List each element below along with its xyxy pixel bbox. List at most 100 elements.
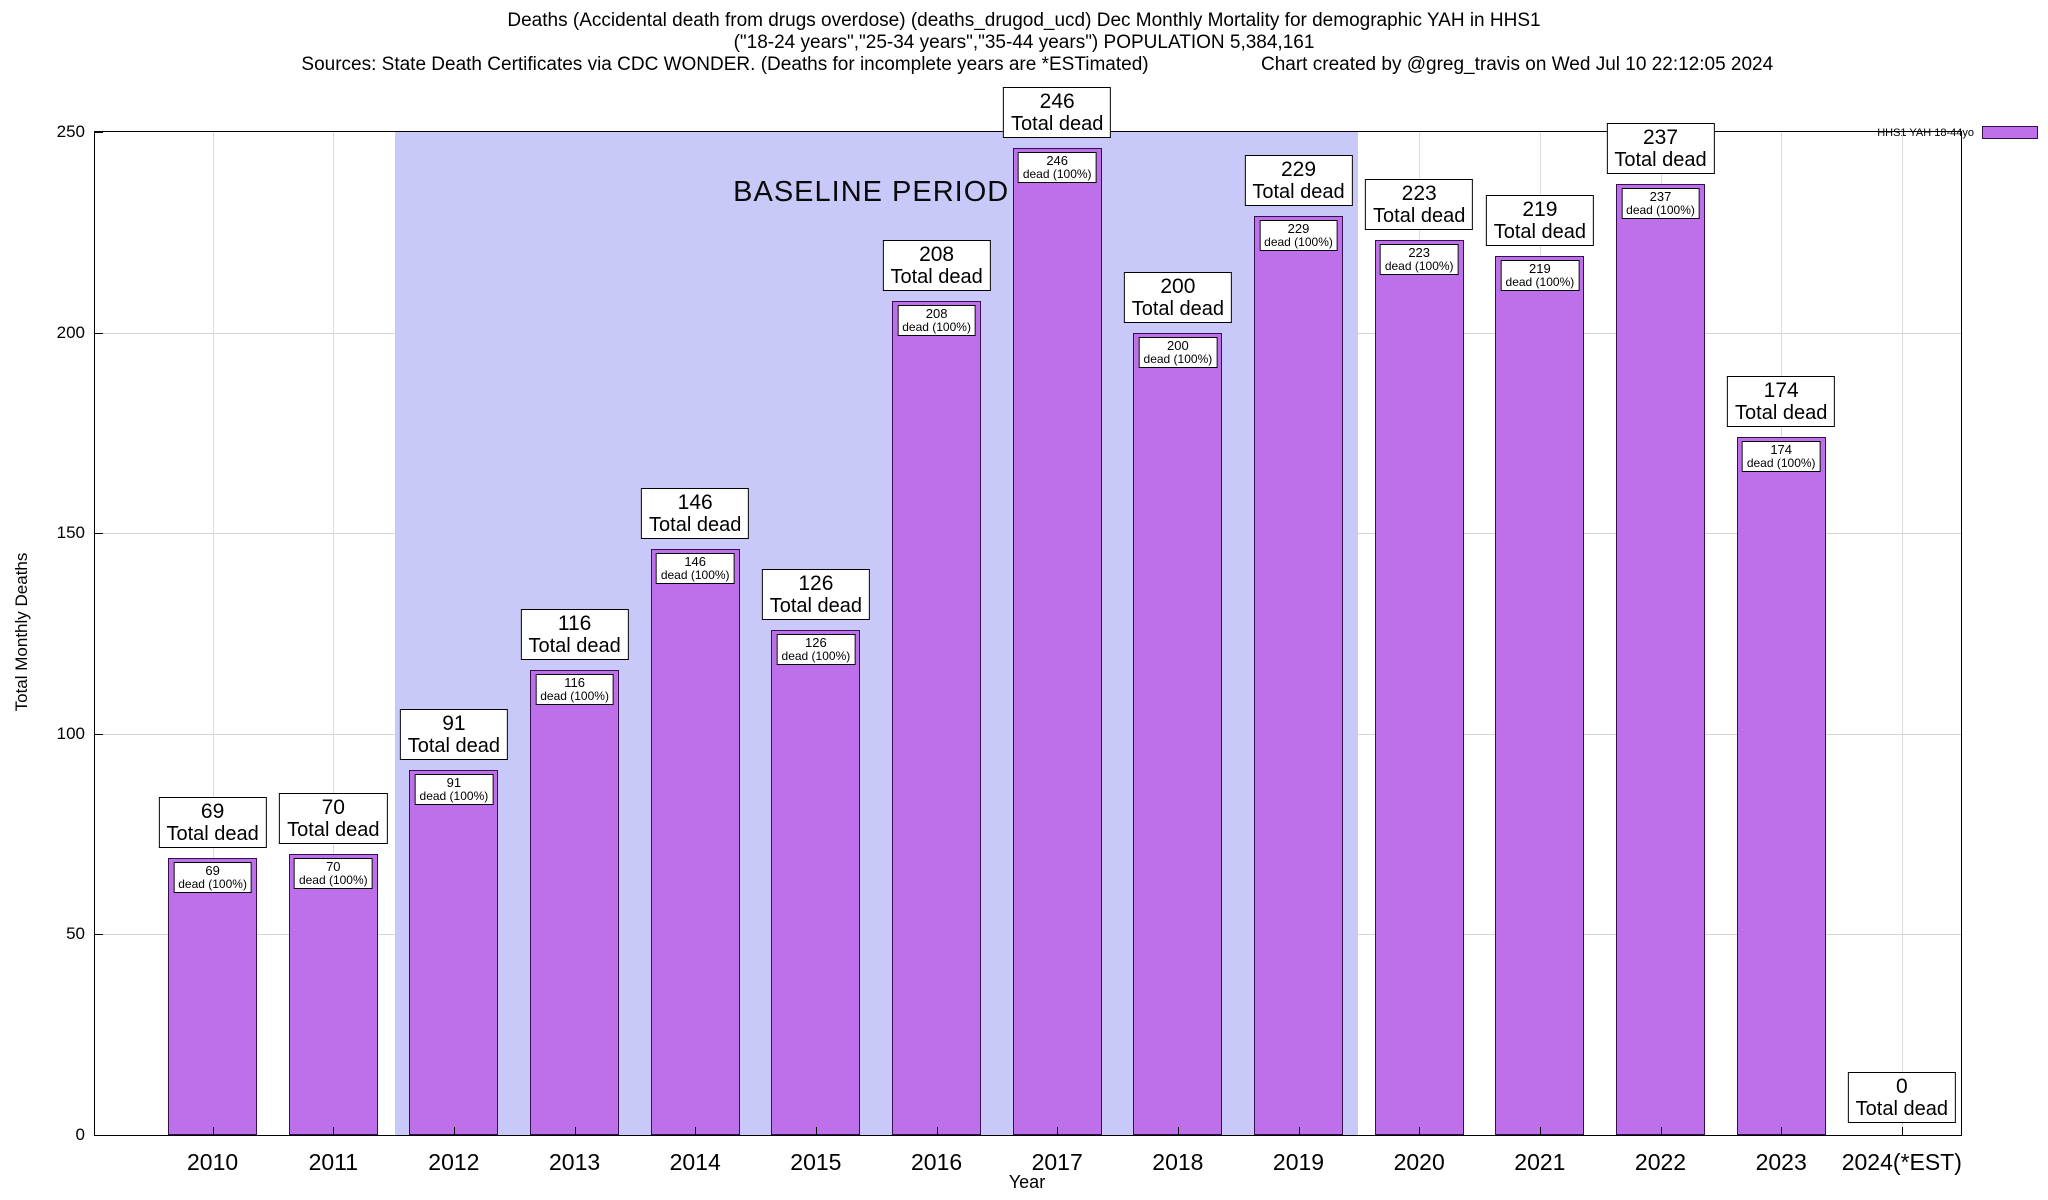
- y-tick-label: 250: [56, 122, 85, 141]
- bar-inner-label: 229 dead (100%): [1259, 220, 1338, 252]
- plot-area: BASELINE PERIOD 69 dead (100%) 69 Total dead…: [57, 87, 1962, 1175]
- y-tick: [95, 1135, 103, 1136]
- x-tick-label: 2019: [1272, 1149, 1325, 1175]
- gridline-vertical: [333, 132, 335, 1135]
- bar-2017: [1012, 148, 1102, 1135]
- y-tick-label: 0: [75, 1125, 85, 1144]
- bar-inner-label: 237 dead (100%): [1621, 188, 1700, 220]
- x-axis-title: Year: [1008, 1172, 1046, 1192]
- bar-2010: [168, 858, 258, 1135]
- bar-inner-label: 69 dead (100%): [173, 862, 252, 894]
- bar-2015: [771, 629, 861, 1135]
- bar-value-label: 69 Total dead: [158, 797, 267, 849]
- x-tick-label: 2020: [1393, 1149, 1445, 1175]
- bar-2019: [1254, 216, 1343, 1135]
- bar-inner-label: 116 dead (100%): [535, 673, 614, 705]
- x-tick-label: 2011: [308, 1149, 359, 1175]
- bar-inner-label: 146 dead (100%): [655, 553, 735, 585]
- bar-value-label: 0 Total dead: [1847, 1072, 1956, 1123]
- x-tick-label: 2015: [790, 1149, 842, 1175]
- bar-2023: [1736, 436, 1826, 1135]
- y-tick: [95, 132, 103, 133]
- y-tick-label: 100: [56, 723, 85, 743]
- legend-label: HHS1 YAH 18-44yo: [1877, 126, 1974, 139]
- y-tick: [95, 533, 103, 535]
- x-tick: [1660, 1127, 1662, 1135]
- bar-value-label: 91 Total dead: [399, 708, 509, 760]
- bar-value-label: 70 Total dead: [279, 793, 388, 845]
- bar-inner-label: 126 dead (100%): [776, 633, 856, 665]
- x-tick-label: 2012: [428, 1149, 480, 1175]
- baseline-period-label: BASELINE PERIOD: [733, 176, 1010, 208]
- bar-value-label: 208 Total dead: [882, 239, 991, 291]
- x-tick-label: 2014: [669, 1149, 721, 1175]
- x-tick: [212, 1127, 214, 1135]
- bar-2020: [1374, 240, 1464, 1135]
- bar-2021: [1495, 256, 1585, 1135]
- bar-inner-label: 219 dead (100%): [1500, 260, 1580, 292]
- bar-inner-label: 208 dead (100%): [897, 304, 976, 336]
- x-tick-label: 2017: [1031, 1149, 1083, 1175]
- chart-title-line3: Sources: State Death Certificates via CD…: [0, 54, 2048, 76]
- bar-value-label: 146 Total dead: [641, 488, 750, 540]
- bar-inner-label: 246 dead (100%): [1017, 152, 1097, 183]
- bar-inner-label: 174 dead (100%): [1741, 440, 1821, 472]
- chart-sources-note: Sources: State Death Certificates via CD…: [301, 54, 1149, 75]
- y-tick-label: 150: [56, 523, 85, 543]
- bar-2011: [288, 854, 378, 1135]
- bar-value-label: 219 Total dead: [1485, 195, 1595, 247]
- x-tick-label: 2016: [911, 1149, 963, 1175]
- bar-value-label: 200 Total dead: [1123, 271, 1233, 323]
- x-tick: [333, 1127, 335, 1135]
- x-tick: [1419, 1127, 1421, 1135]
- bar-2018: [1133, 332, 1223, 1135]
- x-tick-label: 2010: [187, 1149, 239, 1175]
- chart-titles: Deaths (Accidental death from drugs over…: [0, 10, 2048, 76]
- bar-inner-label: 223 dead (100%): [1379, 244, 1459, 276]
- bar-2014: [650, 549, 740, 1135]
- y-tick: [95, 332, 103, 334]
- chart-credit-note: Chart created by @greg_travis on Wed Jul…: [1261, 54, 1774, 75]
- legend-swatch: [1982, 126, 2038, 139]
- bar-value-label: 116 Total dead: [520, 608, 629, 660]
- bar-2016: [892, 300, 982, 1135]
- bar-value-label: 229 Total dead: [1244, 155, 1353, 207]
- y-tick-label: 200: [56, 322, 85, 342]
- chart-title-line1: Deaths (Accidental death from drugs over…: [507, 10, 1541, 31]
- x-tick: [574, 1127, 576, 1135]
- x-tick: [815, 1127, 817, 1135]
- x-tick: [1781, 1127, 1783, 1135]
- bar-inner-label: 91 dead (100%): [414, 773, 494, 805]
- bar-value-label: 237 Total dead: [1606, 123, 1715, 175]
- bar-value-label: 246 Total dead: [1003, 87, 1112, 138]
- bar-inner-label: 70 dead (100%): [293, 858, 373, 890]
- x-tick: [453, 1127, 455, 1135]
- bar-inner-label: 200 dead (100%): [1138, 336, 1218, 368]
- bar-2012: [409, 769, 499, 1135]
- legend: HHS1 YAH 18-44yo: [1877, 126, 2038, 139]
- x-tick: [936, 1127, 938, 1135]
- y-axis-title: Total Monthly Deaths: [12, 552, 31, 712]
- x-tick-label: 2022: [1634, 1149, 1687, 1175]
- x-tick: [1057, 1127, 1059, 1135]
- y-tick-label: 50: [66, 924, 85, 944]
- x-tick-label: 2023: [1755, 1149, 1807, 1175]
- bar-value-label: 126 Total dead: [761, 568, 871, 620]
- gridline-vertical: [212, 132, 214, 1135]
- y-tick: [95, 934, 103, 936]
- x-tick-label: 2018: [1152, 1149, 1204, 1175]
- y-tick: [95, 733, 103, 735]
- x-tick-label: 2024(*EST): [1841, 1149, 1962, 1175]
- bar-2022: [1616, 184, 1705, 1135]
- x-tick: [1298, 1127, 1300, 1135]
- x-tick-label: 2021: [1514, 1149, 1566, 1175]
- bar-2013: [530, 669, 620, 1135]
- bar-value-label: 174 Total dead: [1727, 375, 1836, 427]
- bar-value-label: 223 Total dead: [1365, 179, 1474, 231]
- x-tick: [695, 1127, 697, 1135]
- chart-title-line2: ("18-24 years","25-34 years","35-44 year…: [733, 32, 1315, 53]
- gridline-vertical: [1901, 132, 1903, 1135]
- x-tick: [1177, 1127, 1179, 1135]
- x-tick: [1539, 1127, 1541, 1135]
